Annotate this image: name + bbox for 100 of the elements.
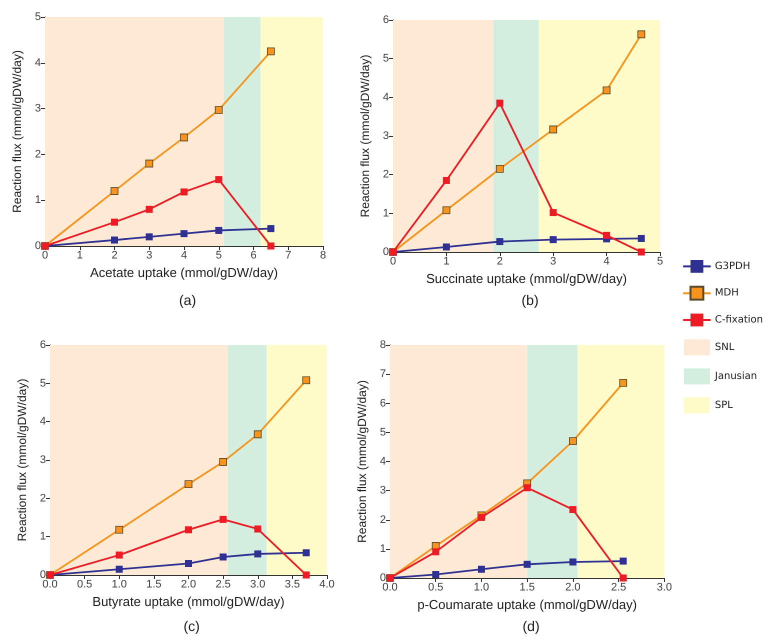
x-tick-label: 2.0 [565,582,581,594]
y-tick-label: 0 [40,569,46,581]
x-tick-label: 3.5 [284,578,300,590]
y-tick-label: 2 [34,148,41,160]
point [220,553,227,560]
point [302,376,310,384]
x-tick-label: 5 [656,256,664,268]
legend-label: MDH [714,288,739,299]
y-tick-label: 1 [382,207,389,220]
point [602,86,610,94]
x-axis-title: p-Coumarate uptake (mmol/gDW/day) [417,597,637,612]
point [638,248,645,256]
y-tick-label: 3 [380,484,386,497]
x-axis-title: Succinate uptake (mmol/gDW/day) [426,271,627,286]
point [115,526,124,534]
y-tick-label: 4 [380,456,386,468]
point [432,548,440,556]
text: (b) [522,292,539,308]
point [184,480,192,488]
text: (c) [184,618,200,634]
point [637,30,646,38]
point [550,236,557,244]
y-axis-title: Reaction flux (mmol/gDW/day) [15,378,29,542]
point [302,549,310,556]
point [619,378,628,387]
point [302,572,310,578]
point [442,243,450,250]
x-tick-label: 5 [216,250,222,262]
x-tick-label: 1.0 [112,578,127,590]
y-tick-label: 1 [40,530,46,543]
x-tick-label: 2.5 [610,582,626,594]
y-tick-label: 8 [380,339,386,351]
y-tick-label: 6 [40,339,46,351]
point [219,458,228,466]
x-tick-label: 1 [76,250,83,262]
point [145,160,154,168]
y-tick-label: 6 [380,397,386,410]
point [524,560,531,568]
point [496,238,504,246]
y-tick-label: 7 [380,368,386,380]
point [569,437,577,446]
y-tick-label: 5 [380,426,386,438]
point [254,430,262,438]
point [254,526,262,532]
x-tick-label: 4 [180,250,188,262]
y-tick-label: 2 [40,492,46,504]
x-tick-label: 8 [320,250,326,262]
x-tick-label: 3.0 [250,578,266,590]
y-tick-label: 3 [40,454,46,466]
y-tick-label: 5 [40,377,46,390]
legend-label: Janusian [714,370,758,382]
point [266,47,275,56]
y-tick-label: 3 [382,130,389,142]
x-tick-label: 1.0 [474,582,490,594]
point [496,164,504,173]
legend-label: C-fixation [714,314,764,326]
point [146,233,153,240]
point [215,176,222,184]
point [638,234,645,242]
legend-label: G3PDH [714,260,750,272]
point [180,134,188,142]
point [524,484,531,492]
x-tick-label: 6 [250,250,257,262]
y-tick-label: 2 [382,168,389,181]
point [254,550,262,558]
point [185,560,192,567]
point [116,552,123,559]
x-tick-label: 0.0 [42,578,58,590]
x-tick-label: 0.5 [428,582,444,594]
point [569,558,576,566]
y-tick-label: 4 [40,416,46,428]
point [442,206,450,214]
y-tick-label: 5 [34,11,41,23]
x-tick-label: 0.5 [76,578,92,590]
x-axis-title: Butyrate uptake (mmol/gDW/day) [92,594,285,609]
point [550,209,557,216]
point [603,232,610,239]
point [180,188,188,196]
point [215,226,222,234]
y-tick-label: 0 [34,240,41,252]
y-tick-label: 1 [380,542,386,555]
x-tick-label: 3 [550,256,556,268]
y-tick-label: 3 [34,102,41,115]
y-tick-label: 5 [382,52,389,65]
point [569,506,576,514]
y-axis-title: Reaction flux (mmol/gDW/day) [358,54,372,218]
point [214,106,223,114]
y-axis-title: Reaction flux (mmol/gDW/day) [10,50,24,213]
point [549,126,558,134]
point [478,566,485,573]
x-tick-label: 4.0 [319,578,335,590]
x-tick-label: 2.5 [215,578,231,590]
point [185,526,192,534]
x-tick-label: 0.0 [382,582,398,594]
y-tick-label: 1 [34,194,41,206]
x-tick-label: 1.5 [520,582,535,594]
legend-label: SNL [714,342,735,353]
point [620,558,627,565]
legend-label: SPL [714,400,734,411]
point [620,574,627,582]
